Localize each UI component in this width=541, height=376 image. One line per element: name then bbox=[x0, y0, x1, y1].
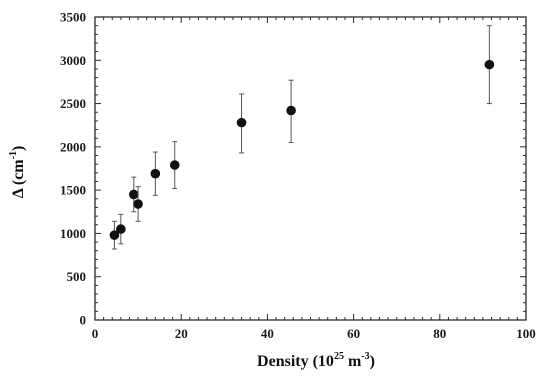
plot-area bbox=[94, 16, 527, 321]
x-axis-ticks: 0 20 40 60 80 100 bbox=[92, 17, 536, 341]
y-tick-label: 500 bbox=[67, 269, 87, 284]
y-tick-label: 0 bbox=[80, 313, 87, 328]
y-tick-label: 3500 bbox=[60, 10, 86, 25]
y-tick-label: 1000 bbox=[60, 226, 86, 241]
x-axis-title: Density (1025 m-3) bbox=[257, 351, 375, 370]
y-axis-ticks: 0 500 1000 1500 2000 2500 3000 3500 bbox=[60, 10, 526, 328]
data-points bbox=[109, 25, 495, 250]
y-tick-label: 2500 bbox=[60, 96, 86, 111]
y-axis-title: Δ (cm-1) bbox=[8, 146, 27, 199]
data-point bbox=[133, 199, 143, 209]
data-point bbox=[109, 230, 120, 240]
plot-frame bbox=[94, 16, 527, 321]
y-tick-label: 3000 bbox=[60, 53, 86, 68]
data-point bbox=[236, 117, 247, 128]
x-tick-label: 60 bbox=[347, 326, 360, 341]
x-tick-label: 100 bbox=[516, 326, 536, 341]
data-point bbox=[116, 224, 126, 234]
y-tick-label: 1500 bbox=[60, 183, 86, 198]
data-point bbox=[169, 160, 180, 170]
y-tick-label: 2000 bbox=[60, 139, 86, 154]
data-point bbox=[150, 168, 161, 179]
x-tick-label: 0 bbox=[92, 326, 99, 341]
x-tick-label: 20 bbox=[175, 326, 188, 341]
data-point bbox=[484, 59, 495, 70]
data-point bbox=[128, 189, 139, 200]
x-tick-label: 80 bbox=[433, 326, 446, 341]
x-tick-label: 40 bbox=[261, 326, 274, 341]
data-point bbox=[286, 105, 296, 116]
